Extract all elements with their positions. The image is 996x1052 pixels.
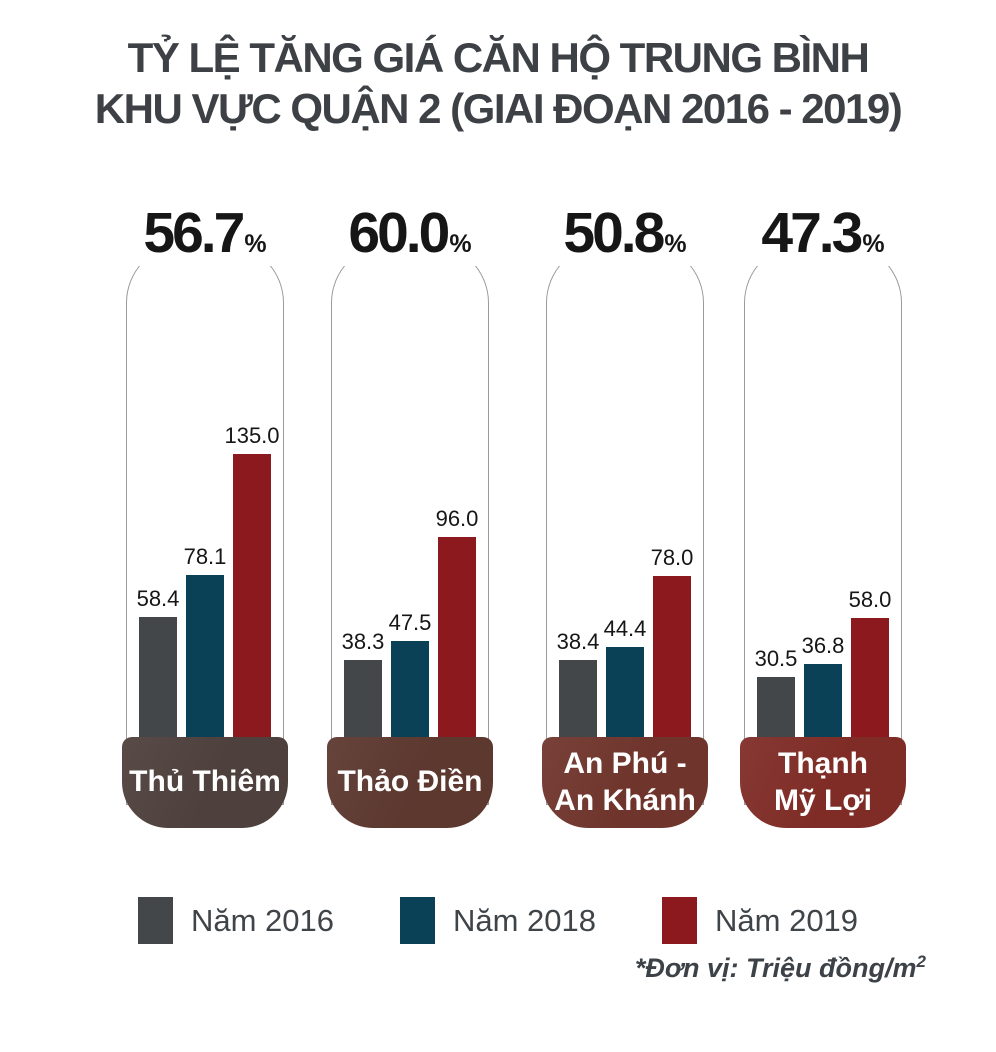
bar-2019-rect (851, 618, 889, 742)
growth-percent-an-phu: 50.8% (555, 200, 695, 266)
district-label-line: Thảo Điền (337, 765, 483, 799)
bar-value-label: 78.1 (183, 544, 227, 570)
group-an-phu-an-khanh: 50.8% 38.4 44.4 78.0 An Phú - An Khánh (542, 200, 708, 832)
bar-2016: 38.3 (339, 629, 387, 742)
bar-value-label: 58.0 (848, 587, 892, 613)
bar-2018: 36.8 (799, 632, 847, 742)
bar-value-label: 30.5 (754, 645, 798, 671)
district-label-line: Thủ Thiêm (129, 765, 281, 799)
legend-label-2018: Năm 2018 (452, 902, 597, 938)
bar-value-label: 44.4 (603, 616, 647, 642)
growth-percent-thao-dien: 60.0% (340, 200, 480, 266)
percent-sign: % (244, 230, 267, 258)
group-thao-dien: 60.0% 38.3 47.5 96.0 Thảo Điền (327, 200, 493, 832)
bar-2016-rect (344, 660, 382, 742)
legend-item-2019: Năm 2019 (662, 897, 858, 944)
legend-label-2016: Năm 2016 (190, 902, 334, 938)
district-label-line: An Khánh (554, 783, 696, 817)
legend-item-2018: Năm 2018 (399, 897, 597, 944)
bar-2016: 38.4 (554, 629, 602, 742)
legend-swatch-2016 (137, 897, 173, 944)
bar-2018: 47.5 (386, 610, 434, 742)
bar-2018-rect (186, 575, 224, 742)
unit-footnote: *Đơn vị: Triệu đồng/m2 (635, 952, 926, 984)
page-title-line2: KHU VỰC QUẬN 2 (GIAI ĐOẠN 2016 - 2019) (94, 85, 903, 133)
growth-percent-thanh-my-loi: 47.3% (753, 200, 893, 266)
bar-2019-rect (653, 575, 691, 742)
bar-value-label: 47.5 (388, 609, 432, 635)
legend: Năm 2016 Năm 2018 Năm 2019 (0, 897, 996, 944)
growth-percent-value: 47.3 (761, 201, 863, 265)
bar-2019: 78.0 (648, 545, 696, 742)
bar-2019: 135.0 (224, 423, 280, 742)
bar-2016: 30.5 (752, 646, 800, 742)
legend-swatch-2018 (399, 897, 435, 944)
bar-value-label: 38.3 (341, 629, 385, 655)
bar-value-label: 78.0 (650, 544, 694, 570)
district-label-line: Thạnh (778, 746, 868, 780)
district-label-line: An Phú - (563, 746, 687, 780)
page-title: TỶ LỆ TĂNG GIÁ CĂN HỘ TRUNG BÌNH KHU VỰC… (0, 32, 996, 134)
bar-value-label: 58.4 (136, 586, 180, 612)
group-thanh-my-loi: 47.3% 30.5 36.8 58.0 Thạnh Mỹ Lợi (740, 200, 906, 832)
district-label-thanh-my-loi: Thạnh Mỹ Lợi (740, 737, 906, 828)
unit-footnote-sup: 2 (916, 952, 926, 971)
bar-2019-rect (233, 454, 271, 742)
district-label-thu-thiem: Thủ Thiêm (122, 737, 288, 828)
bar-2019: 96.0 (433, 506, 481, 742)
bar-2018: 78.1 (181, 544, 229, 742)
group-thu-thiem: 56.7% 58.4 78.1 135.0 Thủ Thiêm (122, 200, 288, 832)
percent-sign: % (449, 230, 472, 258)
bar-value-label: 135.0 (224, 423, 280, 448)
bar-2019-rect (438, 537, 476, 742)
growth-percent-value: 56.7 (143, 201, 245, 265)
legend-swatch-2019 (662, 897, 698, 944)
bar-2019: 58.0 (846, 587, 894, 742)
bar-2018-rect (804, 663, 842, 742)
district-label-an-phu-an-khanh: An Phú - An Khánh (542, 737, 708, 828)
district-label-line: Mỹ Lợi (774, 783, 872, 817)
bar-value-label: 36.8 (801, 632, 845, 658)
percent-sign: % (862, 230, 885, 258)
bar-2016-rect (559, 660, 597, 742)
bar-2016-rect (139, 617, 177, 742)
district-label-thao-dien: Thảo Điền (327, 737, 493, 828)
page-title-line1: TỶ LỆ TĂNG GIÁ CĂN HỘ TRUNG BÌNH (127, 34, 870, 81)
bar-2016-rect (757, 676, 795, 742)
bar-2016: 58.4 (134, 586, 182, 742)
percent-sign: % (664, 230, 687, 258)
bar-2018-rect (606, 647, 644, 742)
growth-percent-thu-thiem: 56.7% (135, 200, 275, 266)
bar-2018: 44.4 (601, 616, 649, 742)
bar-value-label: 96.0 (435, 506, 479, 532)
bar-2018-rect (391, 640, 429, 742)
bar-value-label: 38.4 (556, 629, 600, 655)
legend-item-2016: Năm 2016 (137, 897, 334, 944)
legend-label-2019: Năm 2019 (715, 902, 859, 938)
growth-percent-value: 50.8 (563, 201, 665, 265)
unit-footnote-text: *Đơn vị: Triệu đồng/m (634, 953, 917, 983)
growth-percent-value: 60.0 (348, 201, 450, 265)
